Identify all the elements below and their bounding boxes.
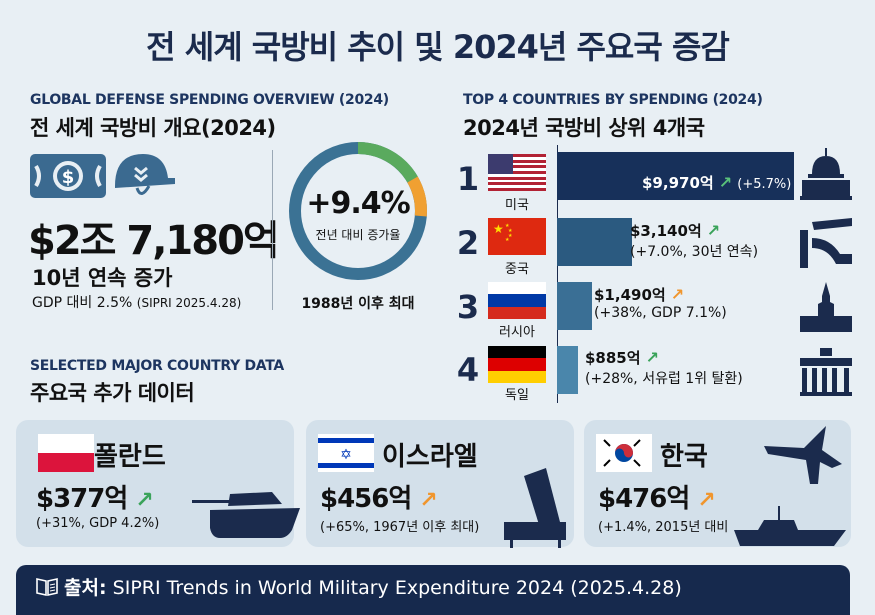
overview-heading-kr: 전 세계 국방비 개요(2024) (30, 116, 276, 140)
svg-text:✡: ✡ (340, 447, 352, 463)
israel-flag: ✡ (318, 434, 374, 476)
missile-launcher-icon (502, 468, 568, 552)
rank-2: 2 (456, 224, 480, 262)
tank-icon (192, 482, 302, 546)
rank-3: 3 (456, 288, 480, 326)
card-amount: $476억 ↗ (598, 484, 716, 514)
source-footer: 출처: SIPRI Trends in World Military Expen… (16, 565, 850, 615)
germany-flag (488, 346, 546, 383)
svg-text:★: ★ (508, 228, 513, 234)
up-arrow-icon: ↗ (645, 348, 660, 367)
capitol-icon (800, 148, 852, 204)
up-arrow-icon: ↗ (706, 221, 721, 240)
svg-text:★: ★ (505, 223, 510, 229)
up-arrow-icon: ↗ (697, 488, 715, 513)
great-wall-icon (800, 218, 852, 272)
total-spending: $2조 7,180억 (28, 218, 280, 264)
card-note: (+31%, GDP 4.2%) (36, 516, 160, 531)
card-poland: 폴란드 $377억 ↗ (+31%, GDP 4.2%) (16, 420, 300, 547)
page-title: 전 세계 국방비 추이 및 2024년 주요국 증감 (146, 28, 730, 66)
card-amount: $377억 ↗ (36, 484, 154, 514)
growth-note: 1988년 이후 최대 (301, 296, 415, 312)
china-flag: ★ ★ ★ ★ ★ (488, 218, 546, 255)
china-value: $3,140억 ↗ (+7.0%, 30년 연속) (630, 221, 759, 260)
svg-text:$: $ (62, 167, 75, 188)
rank-1: 1 (456, 160, 480, 198)
russia-value: $1,490억 ↗ (+38%, GDP 7.1%) (594, 285, 727, 321)
card-name: 한국 (660, 442, 708, 472)
svg-text:★: ★ (508, 233, 513, 239)
card-note: (+65%, 1967년 이후 최대) (320, 520, 480, 535)
usa-flag (488, 154, 546, 191)
streak-text: 10년 연속 증가 (32, 266, 173, 290)
brandenburg-gate-icon (800, 346, 852, 400)
country-name-germany: 독일 (505, 388, 529, 403)
svg-text:★: ★ (493, 222, 504, 236)
source-label: 출처: (64, 577, 107, 599)
poland-flag (38, 434, 94, 476)
bar-axis (557, 145, 558, 403)
bar-china (557, 218, 632, 266)
divider (272, 150, 273, 310)
usa-value: $9,970억 ↗ (+5.7%) (642, 173, 792, 192)
korea-flag (596, 434, 652, 476)
russia-flag (488, 282, 546, 319)
card-israel: ✡ 이스라엘 $456억 ↗ (+65%, 1967년 이후 최대) (306, 420, 574, 548)
rank-4: 4 (456, 351, 480, 389)
bar-usa (557, 152, 794, 200)
selected-heading-kr: 주요국 추가 데이터 (30, 381, 195, 405)
selected-heading-en: SELECTED MAJOR COUNTRY DATA (30, 358, 284, 374)
book-icon (36, 576, 58, 601)
svg-text:★: ★ (505, 237, 510, 243)
card-amount: $456억 ↗ (320, 484, 438, 514)
germany-value: $885억 ↗ (+28%, 서유럽 1위 탈환) (585, 348, 743, 387)
overview-heading-en: GLOBAL DEFENSE SPENDING OVERVIEW (2024) (30, 92, 389, 108)
bar-germany (557, 346, 579, 394)
top4-heading-en: TOP 4 COUNTRIES BY SPENDING (2024) (463, 92, 763, 108)
growth-donut (287, 140, 429, 286)
country-name-china: 중국 (505, 262, 529, 277)
bar-russia (557, 282, 593, 330)
card-name: 이스라엘 (382, 442, 478, 472)
card-name: 폴란드 (94, 442, 166, 472)
gdp-ratio: GDP 대비 2.5% (SIPRI 2025.4.28) (32, 295, 242, 311)
money-icon: $ (30, 154, 106, 202)
helmet-icon (113, 150, 177, 206)
up-arrow-icon: ↗ (670, 285, 685, 304)
growth-rate: +9.4% (306, 186, 410, 221)
card-korea: 한국 $476억 ↗ (+1.4%, 2015년 대비 (584, 420, 851, 547)
country-name-usa: 미국 (505, 198, 529, 213)
kremlin-icon (800, 282, 852, 336)
card-note: (+1.4%, 2015년 대비 (598, 520, 729, 535)
up-arrow-icon: ↗ (718, 173, 733, 192)
up-arrow-icon: ↗ (419, 488, 437, 513)
up-arrow-icon: ↗ (135, 488, 153, 513)
country-name-russia: 러시아 (499, 325, 535, 340)
growth-label: 전년 대비 증가율 (315, 228, 401, 242)
fighter-jet-icon (764, 426, 844, 490)
warship-icon (734, 506, 846, 550)
source-text: SIPRI Trends in World Military Expenditu… (112, 577, 682, 599)
top4-heading-kr: 2024년 국방비 상위 4개국 (463, 116, 705, 140)
